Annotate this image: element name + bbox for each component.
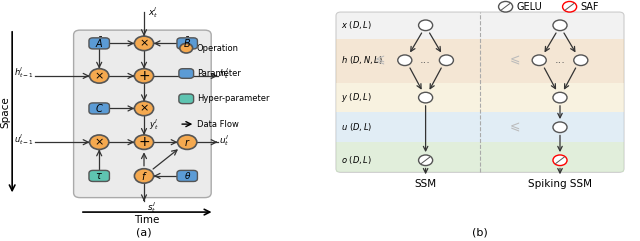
Text: $r$: $r$ — [184, 137, 191, 148]
Circle shape — [553, 20, 567, 31]
Circle shape — [419, 20, 433, 31]
Text: (a): (a) — [136, 228, 152, 238]
FancyBboxPatch shape — [89, 170, 109, 181]
Circle shape — [134, 169, 154, 183]
Text: $x_t^l$: $x_t^l$ — [148, 5, 158, 20]
Text: $C$: $C$ — [95, 102, 104, 114]
Circle shape — [180, 43, 193, 53]
Circle shape — [134, 101, 154, 116]
Circle shape — [553, 122, 567, 133]
Text: $y\ (D,L)$: $y\ (D,L)$ — [341, 91, 372, 104]
Text: $s_t^l$: $s_t^l$ — [147, 200, 157, 215]
Text: $\bar{A}$: $\bar{A}$ — [95, 36, 104, 50]
Text: $\tau$: $\tau$ — [95, 171, 103, 181]
Circle shape — [398, 55, 412, 66]
FancyBboxPatch shape — [336, 112, 624, 142]
Circle shape — [499, 1, 513, 12]
Text: SSM: SSM — [415, 179, 436, 189]
Text: $+$: $+$ — [138, 69, 150, 83]
Text: $+$: $+$ — [138, 135, 150, 149]
Circle shape — [563, 1, 577, 12]
Text: ...: ... — [555, 55, 565, 65]
Text: $\theta$: $\theta$ — [184, 170, 191, 181]
Text: $\leqslant$: $\leqslant$ — [507, 54, 520, 67]
Text: Spiking SSM: Spiking SSM — [528, 179, 592, 189]
Text: $u_{t-1}^l$: $u_{t-1}^l$ — [13, 132, 34, 147]
Text: ...: ... — [420, 55, 431, 65]
FancyBboxPatch shape — [89, 103, 109, 114]
Circle shape — [90, 135, 109, 149]
Circle shape — [419, 155, 433, 166]
Circle shape — [419, 92, 433, 103]
Text: Time: Time — [134, 215, 160, 225]
Circle shape — [439, 55, 453, 66]
Text: Operation: Operation — [197, 44, 239, 53]
FancyBboxPatch shape — [336, 142, 624, 172]
FancyBboxPatch shape — [336, 39, 624, 83]
FancyBboxPatch shape — [336, 12, 624, 172]
Text: $\leqslant$: $\leqslant$ — [372, 54, 386, 67]
Text: $h_{t-1}^l$: $h_{t-1}^l$ — [13, 66, 34, 80]
Text: $\bar{B}$: $\bar{B}$ — [183, 36, 191, 50]
Text: $\times$: $\times$ — [94, 137, 104, 147]
Text: $y_t^l$: $y_t^l$ — [149, 117, 159, 132]
Text: $\times$: $\times$ — [94, 71, 104, 81]
Text: GELU: GELU — [517, 2, 543, 12]
Text: $o\ (D,L)$: $o\ (D,L)$ — [341, 154, 372, 166]
Circle shape — [553, 92, 567, 103]
Circle shape — [90, 69, 109, 83]
FancyBboxPatch shape — [177, 170, 197, 181]
FancyBboxPatch shape — [336, 83, 624, 112]
Text: $u\ (D,L)$: $u\ (D,L)$ — [341, 121, 372, 133]
Text: $f$: $f$ — [141, 170, 147, 182]
Circle shape — [134, 36, 154, 51]
Circle shape — [574, 55, 588, 66]
Text: $x\ (D,L)$: $x\ (D,L)$ — [341, 19, 372, 31]
Circle shape — [134, 135, 154, 149]
Circle shape — [178, 135, 197, 149]
Text: $\times$: $\times$ — [139, 38, 149, 48]
FancyBboxPatch shape — [89, 38, 109, 49]
Text: Space: Space — [1, 96, 11, 128]
Circle shape — [553, 155, 567, 166]
Text: SAF: SAF — [581, 2, 599, 12]
FancyBboxPatch shape — [179, 69, 193, 78]
Circle shape — [134, 69, 154, 83]
Text: $h\ (D,N,L)$: $h\ (D,N,L)$ — [341, 54, 383, 66]
FancyBboxPatch shape — [177, 38, 197, 49]
Text: $h_t^l$: $h_t^l$ — [219, 67, 230, 81]
FancyBboxPatch shape — [74, 30, 211, 198]
Text: $\leqslant$: $\leqslant$ — [507, 121, 520, 134]
Text: Hyper-parameter: Hyper-parameter — [197, 94, 269, 103]
Text: $u_t^l$: $u_t^l$ — [219, 133, 230, 148]
Circle shape — [532, 55, 547, 66]
Text: Data Flow: Data Flow — [197, 120, 239, 129]
Text: $\times$: $\times$ — [139, 103, 149, 114]
Text: (b): (b) — [472, 228, 488, 238]
Text: Parameter: Parameter — [197, 69, 241, 78]
FancyBboxPatch shape — [179, 94, 193, 104]
